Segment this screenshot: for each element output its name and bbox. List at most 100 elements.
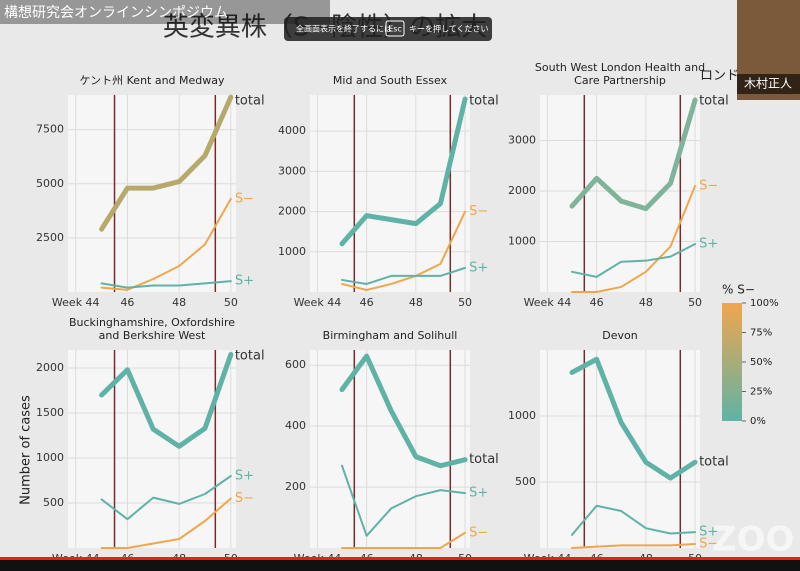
series-label: total <box>469 452 499 467</box>
x-tick-label: 46 <box>360 296 374 309</box>
panel <box>68 350 236 548</box>
series-line <box>341 210 467 291</box>
series-label: S+ <box>699 237 718 252</box>
series-label: S− <box>699 178 718 193</box>
series-line <box>100 475 232 521</box>
x-tick-label: Week 44 <box>524 296 572 309</box>
y-tick-label: 5000 <box>36 177 64 190</box>
y-tick-label: 7500 <box>36 123 64 136</box>
player-bar <box>0 560 800 571</box>
series-label: S+ <box>699 525 718 540</box>
series-label: S+ <box>469 486 488 501</box>
y-tick-label: 2000 <box>508 184 536 197</box>
series-label: S− <box>235 491 254 506</box>
series-label: S− <box>235 191 254 206</box>
legend-gradient <box>722 303 742 421</box>
panel-title: Mid and South Essex <box>332 74 448 87</box>
x-tick-label: Week 44 <box>52 296 100 309</box>
legend-tick-label: 100% <box>750 298 779 309</box>
series-line <box>339 353 468 469</box>
y-tick-label: 1000 <box>508 234 536 247</box>
series-label: S+ <box>235 469 254 484</box>
x-tick-label: Week 44 <box>294 296 342 309</box>
y-tick-label: 1500 <box>36 406 64 419</box>
series-label: S− <box>469 525 488 540</box>
fullscreen-notice <box>284 17 492 41</box>
legend-tick-label: 0% <box>750 416 766 427</box>
y-tick-label: 500 <box>43 496 64 509</box>
esc-key <box>385 20 405 37</box>
series-label: total <box>469 94 499 109</box>
series-line <box>341 531 467 549</box>
series-line <box>100 280 232 289</box>
series-line <box>569 356 698 481</box>
series-line <box>339 96 468 247</box>
series-line <box>99 352 234 449</box>
x-tick-label: 46 <box>590 296 604 309</box>
notice-text: キーを押してください <box>409 24 489 34</box>
y-tick-label: 3000 <box>508 133 536 146</box>
series-line <box>341 464 467 537</box>
panel-title: Devon <box>602 329 638 342</box>
series-label: total <box>235 94 265 109</box>
partial-title: ロンド <box>700 69 739 84</box>
series-label: S− <box>699 537 718 552</box>
series-line <box>100 497 232 549</box>
panel <box>540 350 700 548</box>
series-line <box>571 504 697 536</box>
title-strip <box>0 0 330 24</box>
y-tick-label: 2000 <box>36 361 64 374</box>
series-line <box>571 184 697 293</box>
x-tick-label: 48 <box>409 296 423 309</box>
x-tick-label: 46 <box>120 296 134 309</box>
series-line <box>571 543 697 549</box>
series-line <box>100 197 232 291</box>
series-label: total <box>699 455 729 470</box>
speaker-name-bg <box>737 74 800 94</box>
x-tick-label: 50 <box>458 296 472 309</box>
y-tick-label: 2000 <box>278 205 306 218</box>
series-line <box>569 97 698 212</box>
series-label: S− <box>469 204 488 219</box>
y-tick-label: 400 <box>285 419 306 432</box>
panel <box>310 350 470 548</box>
panel-title: South West London Health and Care Partne… <box>534 61 706 87</box>
y-tick-label: 2500 <box>36 231 64 244</box>
esc-key-text: Esc <box>388 25 402 34</box>
series-line <box>341 266 467 285</box>
y-tick-label: 200 <box>285 480 306 493</box>
legend-title: % S− <box>722 283 755 297</box>
panel-title: ケント州 Kent and Medway <box>79 74 225 87</box>
series-line <box>571 243 697 278</box>
y-tick-label: 1000 <box>278 245 306 258</box>
y-tick-label: 1000 <box>508 409 536 422</box>
x-tick-label: 50 <box>688 296 702 309</box>
x-tick-label: 48 <box>172 296 186 309</box>
panel-title: Birmingham and Solihull <box>322 329 458 342</box>
x-tick-label: 48 <box>639 296 653 309</box>
y-tick-label: 3000 <box>278 164 306 177</box>
y-tick-label: 600 <box>285 358 306 371</box>
series-label: total <box>235 349 265 364</box>
series-label: total <box>699 94 729 109</box>
y-tick-label: 4000 <box>278 124 306 137</box>
panel <box>540 95 700 292</box>
series-line <box>99 94 234 232</box>
series-label: S+ <box>469 260 488 275</box>
panel <box>310 95 470 292</box>
legend-tick-label: 50% <box>750 357 772 368</box>
legend-tick-label: 25% <box>750 387 772 398</box>
y-tick-label: 1000 <box>36 451 64 464</box>
y-tick-label: 500 <box>515 475 536 488</box>
legend-tick-label: 75% <box>750 328 772 339</box>
watermark: ZOO <box>712 520 794 560</box>
y-axis-label: Number of cases <box>19 395 34 505</box>
progress-bar[interactable] <box>0 557 800 560</box>
panel <box>68 95 236 292</box>
series-label: S+ <box>235 274 254 289</box>
meeting-title: 構想研究会オンラインシンポジウム <box>4 5 228 21</box>
panel-title: Buckinghamshire, Oxfordshire and Berkshi… <box>68 316 236 342</box>
speaker-name: 木村正人 <box>744 77 792 91</box>
